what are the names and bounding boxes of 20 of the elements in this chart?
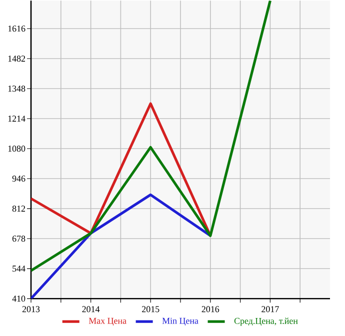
legend-label: Сред.Цена, т.йен: [234, 318, 298, 326]
y-tick-label: 1616: [8, 26, 26, 32]
x-tick-label: 2016: [202, 306, 220, 312]
y-tick-label: 410: [12, 296, 26, 302]
legend-label: Min Цена: [162, 318, 198, 326]
y-tick-label: 1214: [8, 116, 26, 122]
line-series: [31, 194, 212, 299]
x-tick-label: 2015: [142, 306, 160, 312]
y-tick-label: 946: [12, 176, 26, 182]
y-tick-label: 1482: [8, 56, 25, 62]
y-tick-label: 1348: [8, 86, 26, 92]
x-tick-label: 2017: [262, 306, 279, 312]
y-tick-label: 678: [12, 236, 26, 242]
y-tick-label: 812: [12, 206, 25, 212]
y-tick-label: 1080: [8, 146, 26, 152]
legend-label: Max Цена: [88, 318, 126, 326]
x-tick-label: 2013: [22, 306, 40, 312]
line-series: [31, 0, 272, 272]
y-tick-label: 544: [12, 266, 26, 272]
x-tick-label: 2014: [82, 306, 100, 312]
